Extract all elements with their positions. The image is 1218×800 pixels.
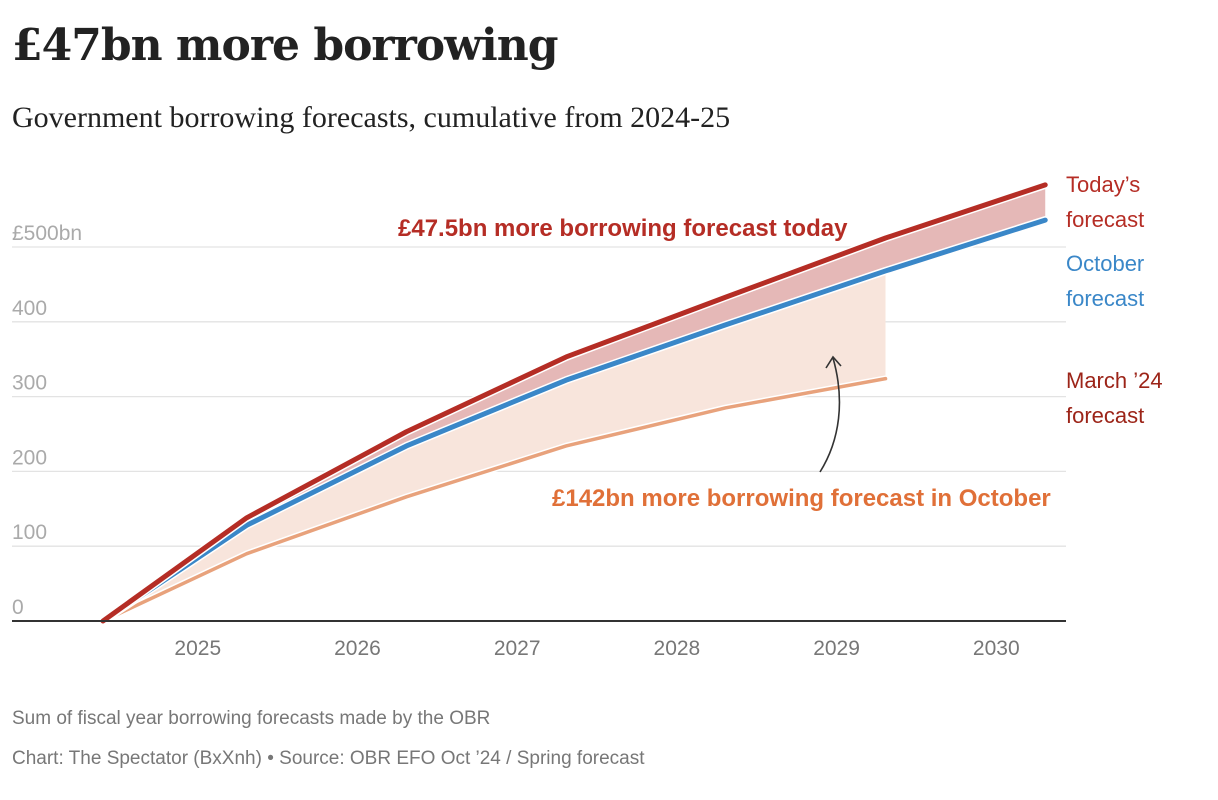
annotation-arrow <box>819 357 841 473</box>
annotation-today: £47.5bn more borrowing forecast today <box>398 215 848 242</box>
x-tick-label: 2029 <box>813 637 860 660</box>
annotations: £47.5bn more borrowing forecast today £1… <box>395 212 1051 512</box>
annotation-october: £142bn more borrowing forecast in Octobe… <box>552 485 1051 512</box>
label-october-forecast: forecast <box>1066 286 1144 311</box>
label-march-24-forecast: forecast <box>1066 403 1144 428</box>
footnote: Sum of fiscal year borrowing forecasts m… <box>12 708 491 729</box>
source-credit: Chart: The Spectator (BxXnh) • Source: O… <box>12 748 645 769</box>
y-tick-label: 100 <box>12 521 47 544</box>
x-tick-label: 2030 <box>973 637 1020 660</box>
label-march-24-forecast: March ’24 <box>1066 368 1163 393</box>
series-lines <box>99 180 1050 625</box>
x-tick-label: 2026 <box>334 637 381 660</box>
x-tick-label: 2025 <box>174 637 221 660</box>
label-october-forecast: October <box>1066 251 1144 276</box>
chart-subtitle: Government borrowing forecasts, cumulati… <box>12 101 731 134</box>
label-todays-forecast: Today’s <box>1066 172 1140 197</box>
line-march-24-forecast <box>101 376 888 623</box>
chart-title: £47bn more borrowing <box>12 20 558 71</box>
y-tick-label: 0 <box>12 596 24 619</box>
y-tick-label: £500bn <box>12 222 82 245</box>
label-todays-forecast: forecast <box>1066 207 1144 232</box>
x-tick-label: 2027 <box>494 637 541 660</box>
y-tick-label: 200 <box>12 446 47 469</box>
series-labels: Today’s forecast October forecast March ’24 f… <box>1066 172 1163 428</box>
y-tick-label: 300 <box>12 372 47 395</box>
y-tick-label: 400 <box>12 297 47 320</box>
annotation-arrow-head-icon <box>825 355 842 369</box>
chart-area: 0 100 200 300 400 £500bn 2025 2026 2027 2028 2029 2… <box>12 172 1163 660</box>
x-tick-label: 2028 <box>654 637 701 660</box>
axes: 0 100 200 300 400 £500bn 2025 2026 2027 2028 2029 2… <box>12 222 1066 660</box>
